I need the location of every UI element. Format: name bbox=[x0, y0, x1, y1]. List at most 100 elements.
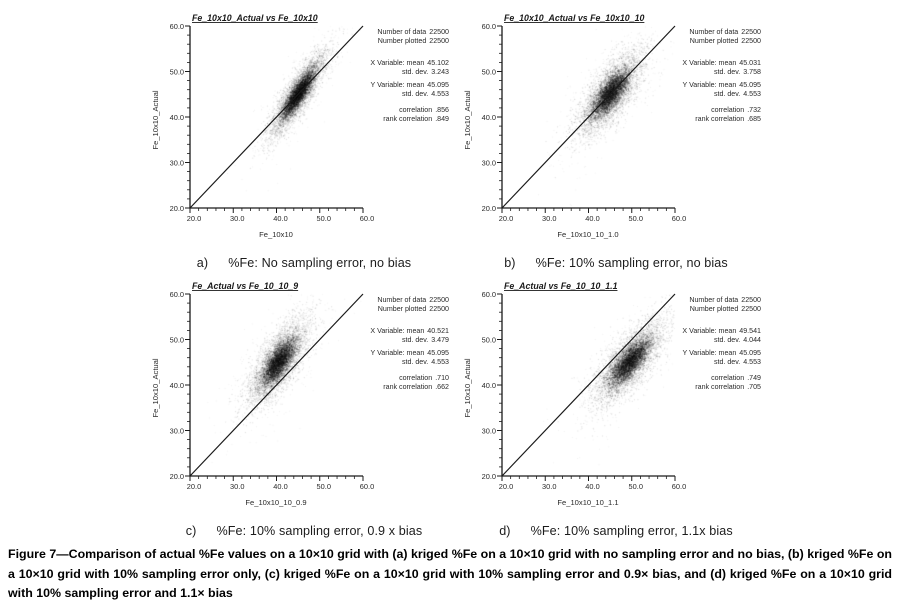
stat-line: Number of data 22500 bbox=[689, 296, 761, 304]
panel-letter: c) bbox=[185, 524, 197, 538]
scatter-panel-a: 20.0 30.0 40.0 50.0 60.0 20.0 30.0 40.0 50.0 60.0… bbox=[148, 8, 460, 270]
stat-line: Number plotted 22500 bbox=[690, 37, 761, 45]
stat-line: Y Variable: mean 45.095 bbox=[371, 81, 450, 89]
svg-text:40.0: 40.0 bbox=[482, 113, 496, 122]
svg-text:60.0: 60.0 bbox=[360, 214, 374, 223]
svg-text:30.0: 30.0 bbox=[482, 159, 496, 168]
scatter-points-canvas-a bbox=[148, 8, 458, 253]
plot-area-a: 20.0 30.0 40.0 50.0 60.0 20.0 30.0 40.0 50.0 60.0… bbox=[148, 8, 458, 253]
scatter-plot-a: 20.0 30.0 40.0 50.0 60.0 20.0 30.0 40.0 50.0 60.0… bbox=[151, 13, 449, 239]
svg-text:30.0: 30.0 bbox=[542, 214, 556, 223]
panel-caption-text: %Fe: 10% sampling error, 0.9 x bias bbox=[216, 524, 423, 538]
stat-line: rank correlation .662 bbox=[383, 383, 449, 391]
svg-text:50.0: 50.0 bbox=[317, 214, 331, 223]
panel-caption-text: %Fe: 10% sampling error, 1.1x bias bbox=[530, 524, 733, 538]
stat-line: correlation .710 bbox=[399, 374, 449, 382]
stat-line: std. dev. 4.553 bbox=[402, 90, 449, 98]
svg-text:50.0: 50.0 bbox=[170, 336, 184, 345]
svg-text:40.0: 40.0 bbox=[170, 381, 184, 390]
svg-text:40.0: 40.0 bbox=[482, 381, 496, 390]
svg-text:50.0: 50.0 bbox=[629, 482, 643, 491]
x-axis-label: Fe_10x10 bbox=[259, 230, 293, 239]
stats-block: Number of data 22500 Number plotted 22500 … bbox=[682, 28, 761, 123]
plot-axes: 20.0 30.0 40.0 50.0 60.0 20.0 30.0 40.0 50.0 60.0 bbox=[170, 22, 375, 223]
svg-text:60.0: 60.0 bbox=[672, 482, 686, 491]
stat-line: X Variable: mean 45.031 bbox=[682, 59, 761, 67]
plot-area-b: 20.0 30.0 40.0 50.0 60.0 20.0 30.0 40.0 50.0 60.0… bbox=[460, 8, 770, 253]
stat-line: Number plotted 22500 bbox=[690, 305, 761, 313]
stat-line: Y Variable: mean 45.095 bbox=[683, 81, 762, 89]
stat-line: correlation .732 bbox=[711, 106, 761, 114]
stat-line: Number plotted 22500 bbox=[378, 37, 449, 45]
stat-line: X Variable: mean 45.102 bbox=[370, 59, 449, 67]
stat-line: X Variable: mean 49.541 bbox=[682, 327, 761, 335]
svg-text:60.0: 60.0 bbox=[360, 482, 374, 491]
stat-line: Number plotted 22500 bbox=[378, 305, 449, 313]
plot-axes: 20.0 30.0 40.0 50.0 60.0 20.0 30.0 40.0 50.0 60.0 bbox=[170, 290, 375, 491]
figure-caption: Figure 7—Comparison of actual %Fe values… bbox=[8, 547, 892, 601]
svg-text:20.0: 20.0 bbox=[187, 482, 201, 491]
stat-line: std. dev. 3.479 bbox=[402, 336, 449, 344]
svg-text:20.0: 20.0 bbox=[482, 204, 496, 213]
scatter-points-canvas-b bbox=[460, 8, 770, 253]
x-axis-label: Fe_10x10_10_0.9 bbox=[245, 498, 306, 507]
svg-text:30.0: 30.0 bbox=[542, 482, 556, 491]
svg-text:30.0: 30.0 bbox=[230, 482, 244, 491]
svg-text:30.0: 30.0 bbox=[482, 427, 496, 436]
svg-text:40.0: 40.0 bbox=[170, 113, 184, 122]
svg-text:20.0: 20.0 bbox=[187, 214, 201, 223]
panel-letter: b) bbox=[504, 256, 516, 270]
plot-title: Fe_Actual vs Fe_10_10_9 bbox=[192, 281, 298, 291]
scatter-panel-b: 20.0 30.0 40.0 50.0 60.0 20.0 30.0 40.0 50.0 60.0… bbox=[460, 8, 772, 270]
scatter-points-canvas-d bbox=[460, 276, 770, 521]
svg-text:50.0: 50.0 bbox=[170, 68, 184, 77]
stat-line: Y Variable: mean 45.095 bbox=[371, 349, 450, 357]
panel-caption-c: c) %Fe: 10% sampling error, 0.9 x bias bbox=[148, 524, 460, 538]
stats-block: Number of data 22500 Number plotted 22500 … bbox=[370, 28, 449, 123]
scatter-plot-c: 20.0 30.0 40.0 50.0 60.0 20.0 30.0 40.0 50.0 60.0… bbox=[151, 281, 449, 507]
svg-text:20.0: 20.0 bbox=[482, 472, 496, 481]
y-axis-label: Fe_10x10_Actual bbox=[151, 358, 160, 417]
svg-text:60.0: 60.0 bbox=[170, 290, 184, 299]
stat-line: Y Variable: mean 45.095 bbox=[683, 349, 762, 357]
svg-text:60.0: 60.0 bbox=[482, 22, 496, 31]
svg-text:20.0: 20.0 bbox=[170, 472, 184, 481]
panel-caption-a: a) %Fe: No sampling error, no bias bbox=[148, 256, 460, 270]
plot-area-d: 20.0 30.0 40.0 50.0 60.0 20.0 30.0 40.0 50.0 60.0… bbox=[460, 276, 770, 521]
stat-line: std. dev. 4.044 bbox=[714, 336, 761, 344]
stat-line: X Variable: mean 40.521 bbox=[370, 327, 449, 335]
svg-text:30.0: 30.0 bbox=[230, 214, 244, 223]
scatter-panel-c: 20.0 30.0 40.0 50.0 60.0 20.0 30.0 40.0 50.0 60.0… bbox=[148, 276, 460, 538]
stat-line: correlation .749 bbox=[711, 374, 761, 382]
stats-block: Number of data 22500 Number plotted 22500 … bbox=[370, 296, 449, 391]
svg-text:40.0: 40.0 bbox=[273, 482, 287, 491]
stat-line: rank correlation .685 bbox=[695, 115, 761, 123]
svg-text:30.0: 30.0 bbox=[170, 427, 184, 436]
scatter-points-canvas-c bbox=[148, 276, 458, 521]
stat-line: Number of data 22500 bbox=[377, 296, 449, 304]
svg-text:60.0: 60.0 bbox=[672, 214, 686, 223]
stat-line: Number of data 22500 bbox=[689, 28, 761, 36]
stat-line: std. dev. 4.553 bbox=[714, 90, 761, 98]
svg-text:50.0: 50.0 bbox=[482, 68, 496, 77]
stat-line: std. dev. 3.243 bbox=[402, 68, 449, 76]
stat-line: rank correlation .705 bbox=[695, 383, 761, 391]
plot-title: Fe_10x10_Actual vs Fe_10x10 bbox=[192, 13, 318, 23]
y-axis-label: Fe_10x10_Actual bbox=[463, 358, 472, 417]
panel-letter: a) bbox=[196, 256, 209, 270]
plot-axes: 20.0 30.0 40.0 50.0 60.0 20.0 30.0 40.0 50.0 60.0 bbox=[482, 22, 687, 223]
panel-letter: d) bbox=[499, 524, 511, 538]
svg-text:20.0: 20.0 bbox=[170, 204, 184, 213]
svg-text:60.0: 60.0 bbox=[170, 22, 184, 31]
scatter-panel-d: 20.0 30.0 40.0 50.0 60.0 20.0 30.0 40.0 50.0 60.0… bbox=[460, 276, 772, 538]
scatter-plot-d: 20.0 30.0 40.0 50.0 60.0 20.0 30.0 40.0 50.0 60.0… bbox=[463, 281, 761, 507]
stats-block: Number of data 22500 Number plotted 22500 … bbox=[682, 296, 761, 391]
svg-text:50.0: 50.0 bbox=[317, 482, 331, 491]
stat-line: std. dev. 3.758 bbox=[714, 68, 761, 76]
stat-line: std. dev. 4.553 bbox=[402, 358, 449, 366]
svg-text:40.0: 40.0 bbox=[585, 214, 599, 223]
panel-caption-text: %Fe: No sampling error, no bias bbox=[228, 256, 412, 270]
plot-title: Fe_Actual vs Fe_10_10_1.1 bbox=[504, 281, 618, 291]
stat-line: Number of data 22500 bbox=[377, 28, 449, 36]
